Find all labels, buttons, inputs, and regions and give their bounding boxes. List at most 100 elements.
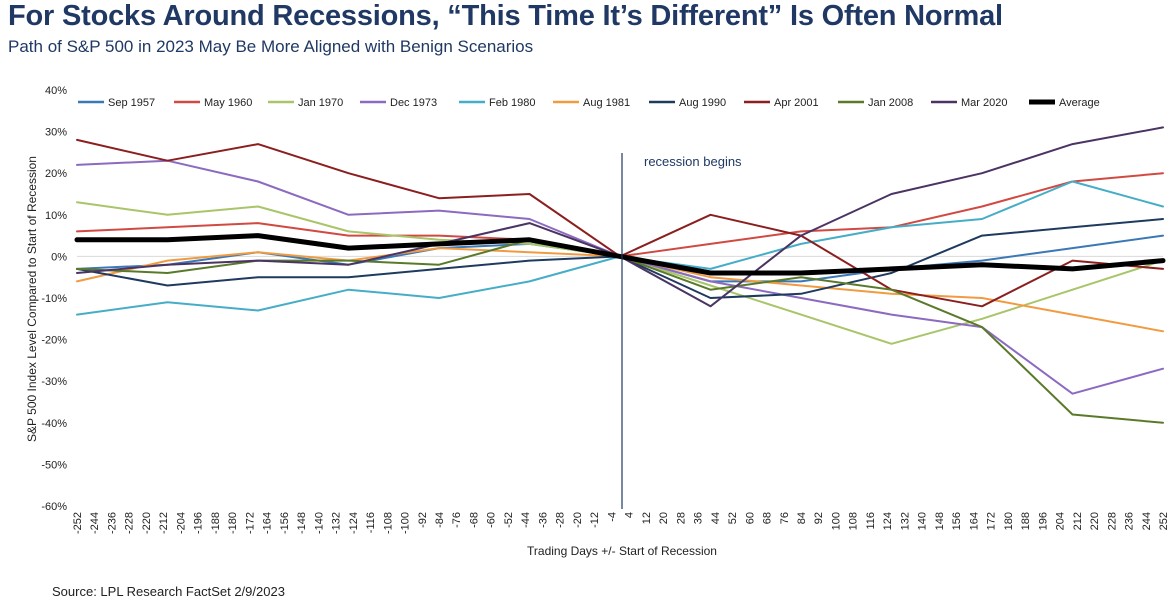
x-tick-label: -172 — [244, 512, 256, 534]
x-tick-label: 188 — [1020, 512, 1032, 530]
x-tick-label: 4 — [624, 512, 636, 518]
x-tick-label: 68 — [762, 512, 774, 524]
x-tick-label: -148 — [296, 512, 308, 534]
legend-label: Aug 1990 — [679, 97, 726, 109]
legend-label: Aug 1981 — [583, 97, 630, 109]
x-tick-label: -76 — [451, 512, 463, 528]
x-tick-label: -196 — [193, 512, 205, 534]
legend-item-aug-1981: Aug 1981 — [553, 97, 630, 109]
legend-label: Mar 2020 — [961, 97, 1007, 109]
x-tick-label: -68 — [468, 512, 480, 528]
x-tick-label: 228 — [1106, 512, 1118, 530]
series-line-average — [74, 233, 1166, 276]
x-tick-label: 36 — [693, 512, 705, 524]
x-tick-label: 172 — [986, 512, 998, 530]
x-tick-label: -204 — [175, 512, 187, 534]
x-tick-label: -100 — [400, 512, 412, 534]
x-tick-label: 20 — [658, 512, 670, 524]
x-tick-label: 84 — [796, 512, 808, 524]
y-tick-label: 40% — [45, 85, 67, 97]
y-tick-label: -30% — [41, 376, 67, 388]
chart-title: For Stocks Around Recessions, “This Time… — [8, 0, 1003, 32]
x-tick-label: -140 — [313, 512, 325, 534]
x-tick-label: -36 — [537, 512, 549, 528]
legend-item-may-1960: May 1960 — [174, 97, 252, 109]
x-tick-label: -4 — [606, 512, 618, 522]
legend-label: Apr 2001 — [774, 97, 819, 109]
x-tick-label: -236 — [106, 512, 118, 534]
x-tick-label: -44 — [520, 512, 532, 528]
x-axis-label: Trading Days +/- Start of Recession — [527, 544, 717, 558]
x-tick-label: 124 — [882, 512, 894, 530]
x-tick-label: -92 — [417, 512, 429, 528]
series-line-dec-1973 — [76, 159, 1164, 395]
x-tick-label: -52 — [503, 512, 515, 528]
x-tick-label: 28 — [675, 512, 687, 524]
legend-item-dec-1973: Dec 1973 — [360, 97, 437, 109]
x-tick-label: 116 — [865, 512, 877, 530]
legend-item-jan-1970: Jan 1970 — [268, 97, 343, 109]
x-tick-label: -164 — [262, 512, 274, 534]
x-tick-label: 108 — [848, 512, 860, 530]
x-tick-label: 60 — [744, 512, 756, 524]
legend-item-feb-1980: Feb 1980 — [459, 97, 535, 109]
y-tick-label: 0% — [51, 251, 67, 263]
x-tick-label: 236 — [1124, 512, 1136, 530]
y-tick-label: -20% — [41, 335, 67, 347]
chart-subtitle: Path of S&P 500 in 2023 May Be More Alig… — [8, 37, 534, 56]
legend-item-average: Average — [1029, 97, 1100, 109]
x-tick-label: 252 — [1158, 512, 1170, 530]
x-tick-label: 76 — [779, 512, 791, 524]
y-tick-label: 30% — [45, 127, 67, 139]
legend-label: Average — [1059, 97, 1100, 109]
x-tick-label: 220 — [1089, 512, 1101, 530]
x-tick-label: -12 — [589, 512, 601, 528]
legend-item-mar-2020: Mar 2020 — [931, 97, 1007, 109]
x-tick-label: 164 — [968, 512, 980, 530]
y-tick-label: 10% — [45, 210, 67, 222]
x-tick-label: 140 — [917, 512, 929, 530]
y-tick-label: 20% — [45, 168, 67, 180]
y-tick-label: -10% — [41, 293, 67, 305]
x-tick-label: 132 — [899, 512, 911, 530]
y-axis-label: S&P 500 Index Level Compared to Start of… — [25, 156, 39, 442]
legend-item-sep-1957: Sep 1957 — [78, 97, 155, 109]
legend-label: Sep 1957 — [108, 97, 155, 109]
series-line-may-1960 — [76, 172, 1164, 258]
x-tick-label: -84 — [434, 512, 446, 528]
x-tick-label: 244 — [1141, 512, 1153, 530]
x-tick-label: -132 — [331, 512, 343, 534]
legend-label: Dec 1973 — [390, 97, 437, 109]
y-tick-label: -50% — [41, 459, 67, 471]
x-tick-label: -124 — [348, 512, 360, 534]
legend-label: Jan 1970 — [298, 97, 343, 109]
x-tick-label: -108 — [382, 512, 394, 534]
x-tick-label: 196 — [1037, 512, 1049, 530]
x-tick-label: -180 — [227, 512, 239, 534]
y-tick-label: -60% — [41, 501, 67, 513]
x-tick-label: -220 — [141, 512, 153, 534]
x-tick-label: -116 — [365, 512, 377, 533]
legend-item-aug-1990: Aug 1990 — [649, 97, 726, 109]
legend-label: Jan 2008 — [868, 97, 913, 109]
y-tick-label: -40% — [41, 418, 67, 430]
x-tick-label: 156 — [951, 512, 963, 530]
x-tick-label: 12 — [641, 512, 653, 524]
x-tick-label: -244 — [89, 512, 101, 534]
x-tick-label: 100 — [830, 512, 842, 530]
x-tick-label: 212 — [1072, 512, 1084, 530]
x-tick-label: -252 — [72, 512, 84, 534]
legend-item-apr-2001: Apr 2001 — [744, 97, 819, 109]
x-tick-label: -60 — [486, 512, 498, 528]
x-tick-label: 204 — [1055, 512, 1067, 530]
x-tick-label: -20 — [572, 512, 584, 528]
legend-label: Feb 1980 — [489, 97, 535, 109]
x-tick-label: 52 — [727, 512, 739, 524]
x-tick-label: 92 — [813, 512, 825, 524]
x-tick-label: -188 — [210, 512, 222, 534]
x-tick-label: -228 — [124, 512, 136, 534]
x-tick-label: 44 — [710, 512, 722, 524]
legend-label: May 1960 — [204, 97, 252, 109]
recession-annotation: recession begins — [644, 154, 742, 169]
